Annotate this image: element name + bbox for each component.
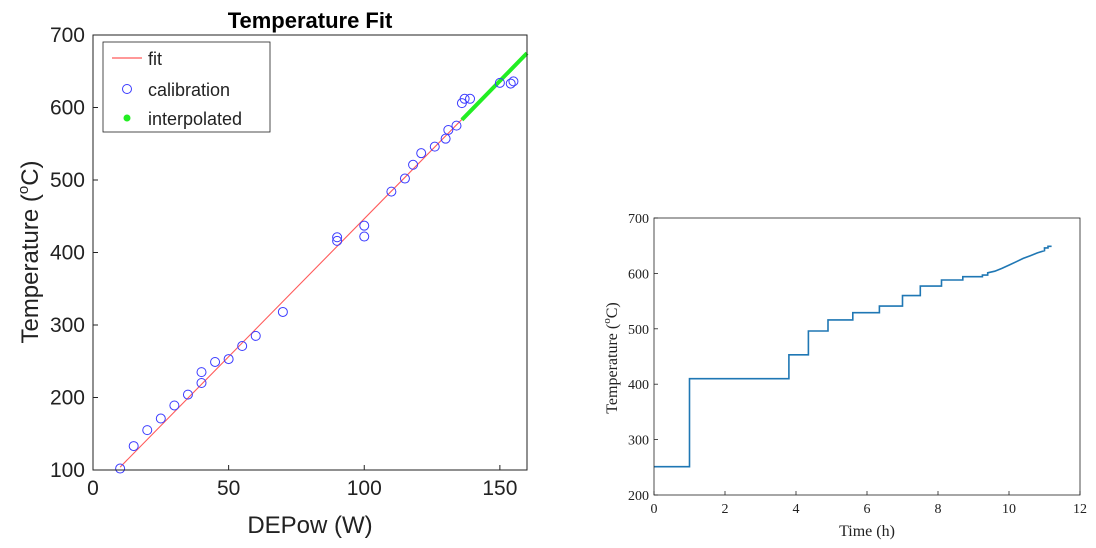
- y-tick-label: 600: [628, 267, 649, 282]
- calibration-point: [155, 413, 166, 424]
- x-tick-label: 10: [1002, 502, 1016, 517]
- x-tick-label: 0: [87, 477, 99, 500]
- calibration-point: [494, 77, 505, 88]
- legend-swatch-calibration: [122, 84, 132, 94]
- legend-label-calibration: calibration: [148, 80, 230, 100]
- calibration-point: [429, 141, 440, 152]
- calibration-point: [416, 148, 427, 159]
- calibration-point: [508, 76, 519, 87]
- axis-ticks: 0 2 4 6 8 10 12 200 300 400 500 600 700: [628, 212, 1087, 517]
- calibration-point: [237, 341, 248, 352]
- y-tick-label: 300: [628, 434, 649, 449]
- calibration-point: [408, 159, 419, 170]
- calibration-point: [169, 400, 180, 411]
- calibration-point: [386, 186, 397, 197]
- calibration-point: [459, 93, 470, 104]
- calibration-point: [332, 232, 343, 243]
- y-tick-label: 500: [50, 169, 85, 192]
- y-tick-label: 200: [628, 489, 649, 504]
- y-axis-label: Temperature (oC): [15, 160, 44, 343]
- calibration-point: [332, 235, 343, 246]
- calibration-point: [250, 330, 261, 341]
- calibration-point: [451, 120, 462, 131]
- chart-title: Temperature Fit: [228, 8, 393, 33]
- calibration-point: [128, 441, 139, 452]
- calibration-point: [115, 463, 126, 474]
- calibration-point: [196, 367, 207, 378]
- plot-frame: [92, 34, 528, 471]
- calibration-point: [223, 354, 234, 365]
- calibration-point: [359, 231, 370, 242]
- x-tick-label: 150: [482, 477, 517, 500]
- calibration-point: [142, 425, 153, 436]
- interpolated-line: [460, 51, 529, 122]
- y-tick-label: 700: [50, 24, 85, 47]
- x-tick-label: 6: [864, 502, 871, 517]
- y-tick-label: 400: [628, 378, 649, 393]
- y-tick-label: 200: [50, 387, 85, 410]
- temperature-series-line: [654, 245, 1052, 468]
- x-tick-label: 4: [793, 502, 800, 517]
- x-axis-label: DEPow (W): [247, 512, 372, 539]
- calibration-point: [399, 173, 410, 184]
- axis-ticks: 0 50 100 150 100 200 300 400 500 600 700: [50, 24, 517, 500]
- calibration-point: [182, 389, 193, 400]
- legend-swatch-interpolated: [123, 114, 131, 122]
- legend-label-fit: fit: [148, 49, 162, 69]
- x-tick-label: 100: [347, 477, 382, 500]
- y-tick-label: 100: [50, 459, 85, 482]
- plot-data: [115, 51, 529, 474]
- x-axis-label: Time (h): [839, 523, 895, 540]
- y-tick-label: 600: [50, 97, 85, 120]
- legend-label-interpolated: interpolated: [148, 109, 242, 129]
- y-tick-label: 300: [50, 314, 85, 337]
- calibration-point: [465, 93, 476, 104]
- chart-temperature-time: 0 2 4 6 8 10 12 200 300 400 500 600 700 Time (h) Tem…: [601, 212, 1087, 540]
- x-tick-label: 12: [1073, 502, 1087, 517]
- calibration-point: [277, 306, 288, 317]
- chart-temperature-fit: Temperature Fit 0 50 100 150 100 200 300 400 500…: [15, 8, 529, 539]
- plot-data: [654, 245, 1052, 468]
- calibration-point: [210, 356, 221, 367]
- x-tick-label: 2: [722, 502, 729, 517]
- y-tick-label: 400: [50, 242, 85, 265]
- calibration-point: [505, 78, 516, 89]
- legend: fit calibration interpolated: [102, 41, 271, 133]
- x-tick-label: 8: [935, 502, 942, 517]
- y-tick-label: 500: [628, 323, 649, 338]
- x-tick-label: 0: [651, 502, 658, 517]
- y-axis-label: Temperature (oC): [601, 302, 621, 413]
- calibration-point: [443, 124, 454, 135]
- y-tick-label: 700: [628, 212, 649, 227]
- x-tick-label: 50: [217, 477, 240, 500]
- plot-frame: [653, 217, 1081, 496]
- calibration-point: [359, 220, 370, 231]
- calibration-point: [196, 378, 207, 388]
